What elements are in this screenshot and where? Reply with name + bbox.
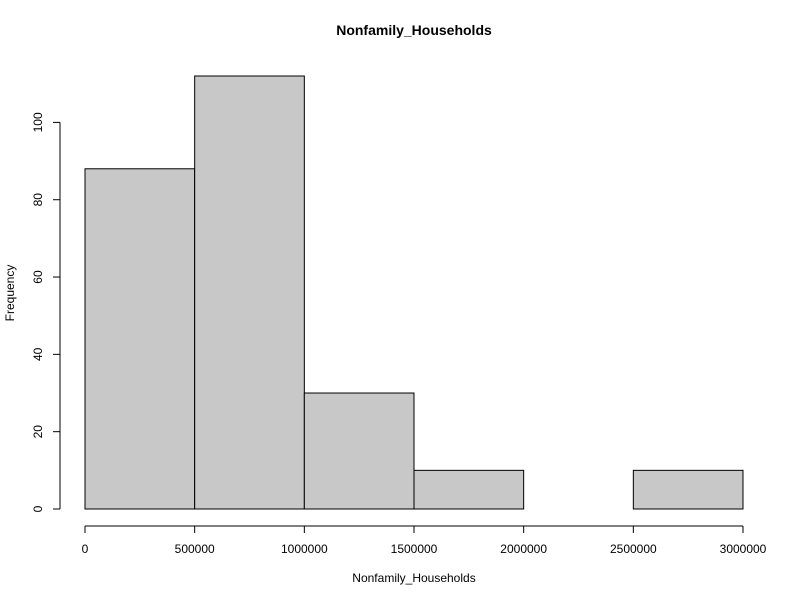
y-tick-label-5: 100 <box>31 112 45 132</box>
x-tick-label-6: 3000000 <box>720 542 767 556</box>
x-tick-label-2: 1000000 <box>281 542 328 556</box>
histogram-bar-5 <box>632 469 744 510</box>
y-tick-label-0: 0 <box>31 505 45 512</box>
histogram-bars <box>84 75 744 510</box>
histogram-bar-3 <box>413 469 525 510</box>
x-tick-label-1: 500000 <box>175 542 215 556</box>
y-tick-label-4: 80 <box>31 193 45 207</box>
x-tick-label-5: 2500000 <box>610 542 657 556</box>
y-tick-label-1: 20 <box>31 425 45 439</box>
x-tick-label-4: 2000000 <box>500 542 547 556</box>
histogram-bar-1 <box>194 75 305 510</box>
x-tick-label-0: 0 <box>82 542 89 556</box>
y-axis: 0 20 40 60 80 100 <box>31 112 61 512</box>
histogram-bar-2 <box>303 392 415 510</box>
histogram-bar-0 <box>84 168 196 510</box>
y-tick-label-3: 60 <box>31 270 45 284</box>
x-tick-label-3: 1500000 <box>391 542 438 556</box>
y-axis-label: Frequency <box>3 265 17 322</box>
chart-title: Nonfamily_Households <box>336 22 492 38</box>
x-axis: 0 500000 1000000 1500000 2000000 2500000 30000… <box>82 525 767 556</box>
x-axis-label: Nonfamily_Households <box>352 571 475 585</box>
y-tick-label-2: 40 <box>31 347 45 361</box>
